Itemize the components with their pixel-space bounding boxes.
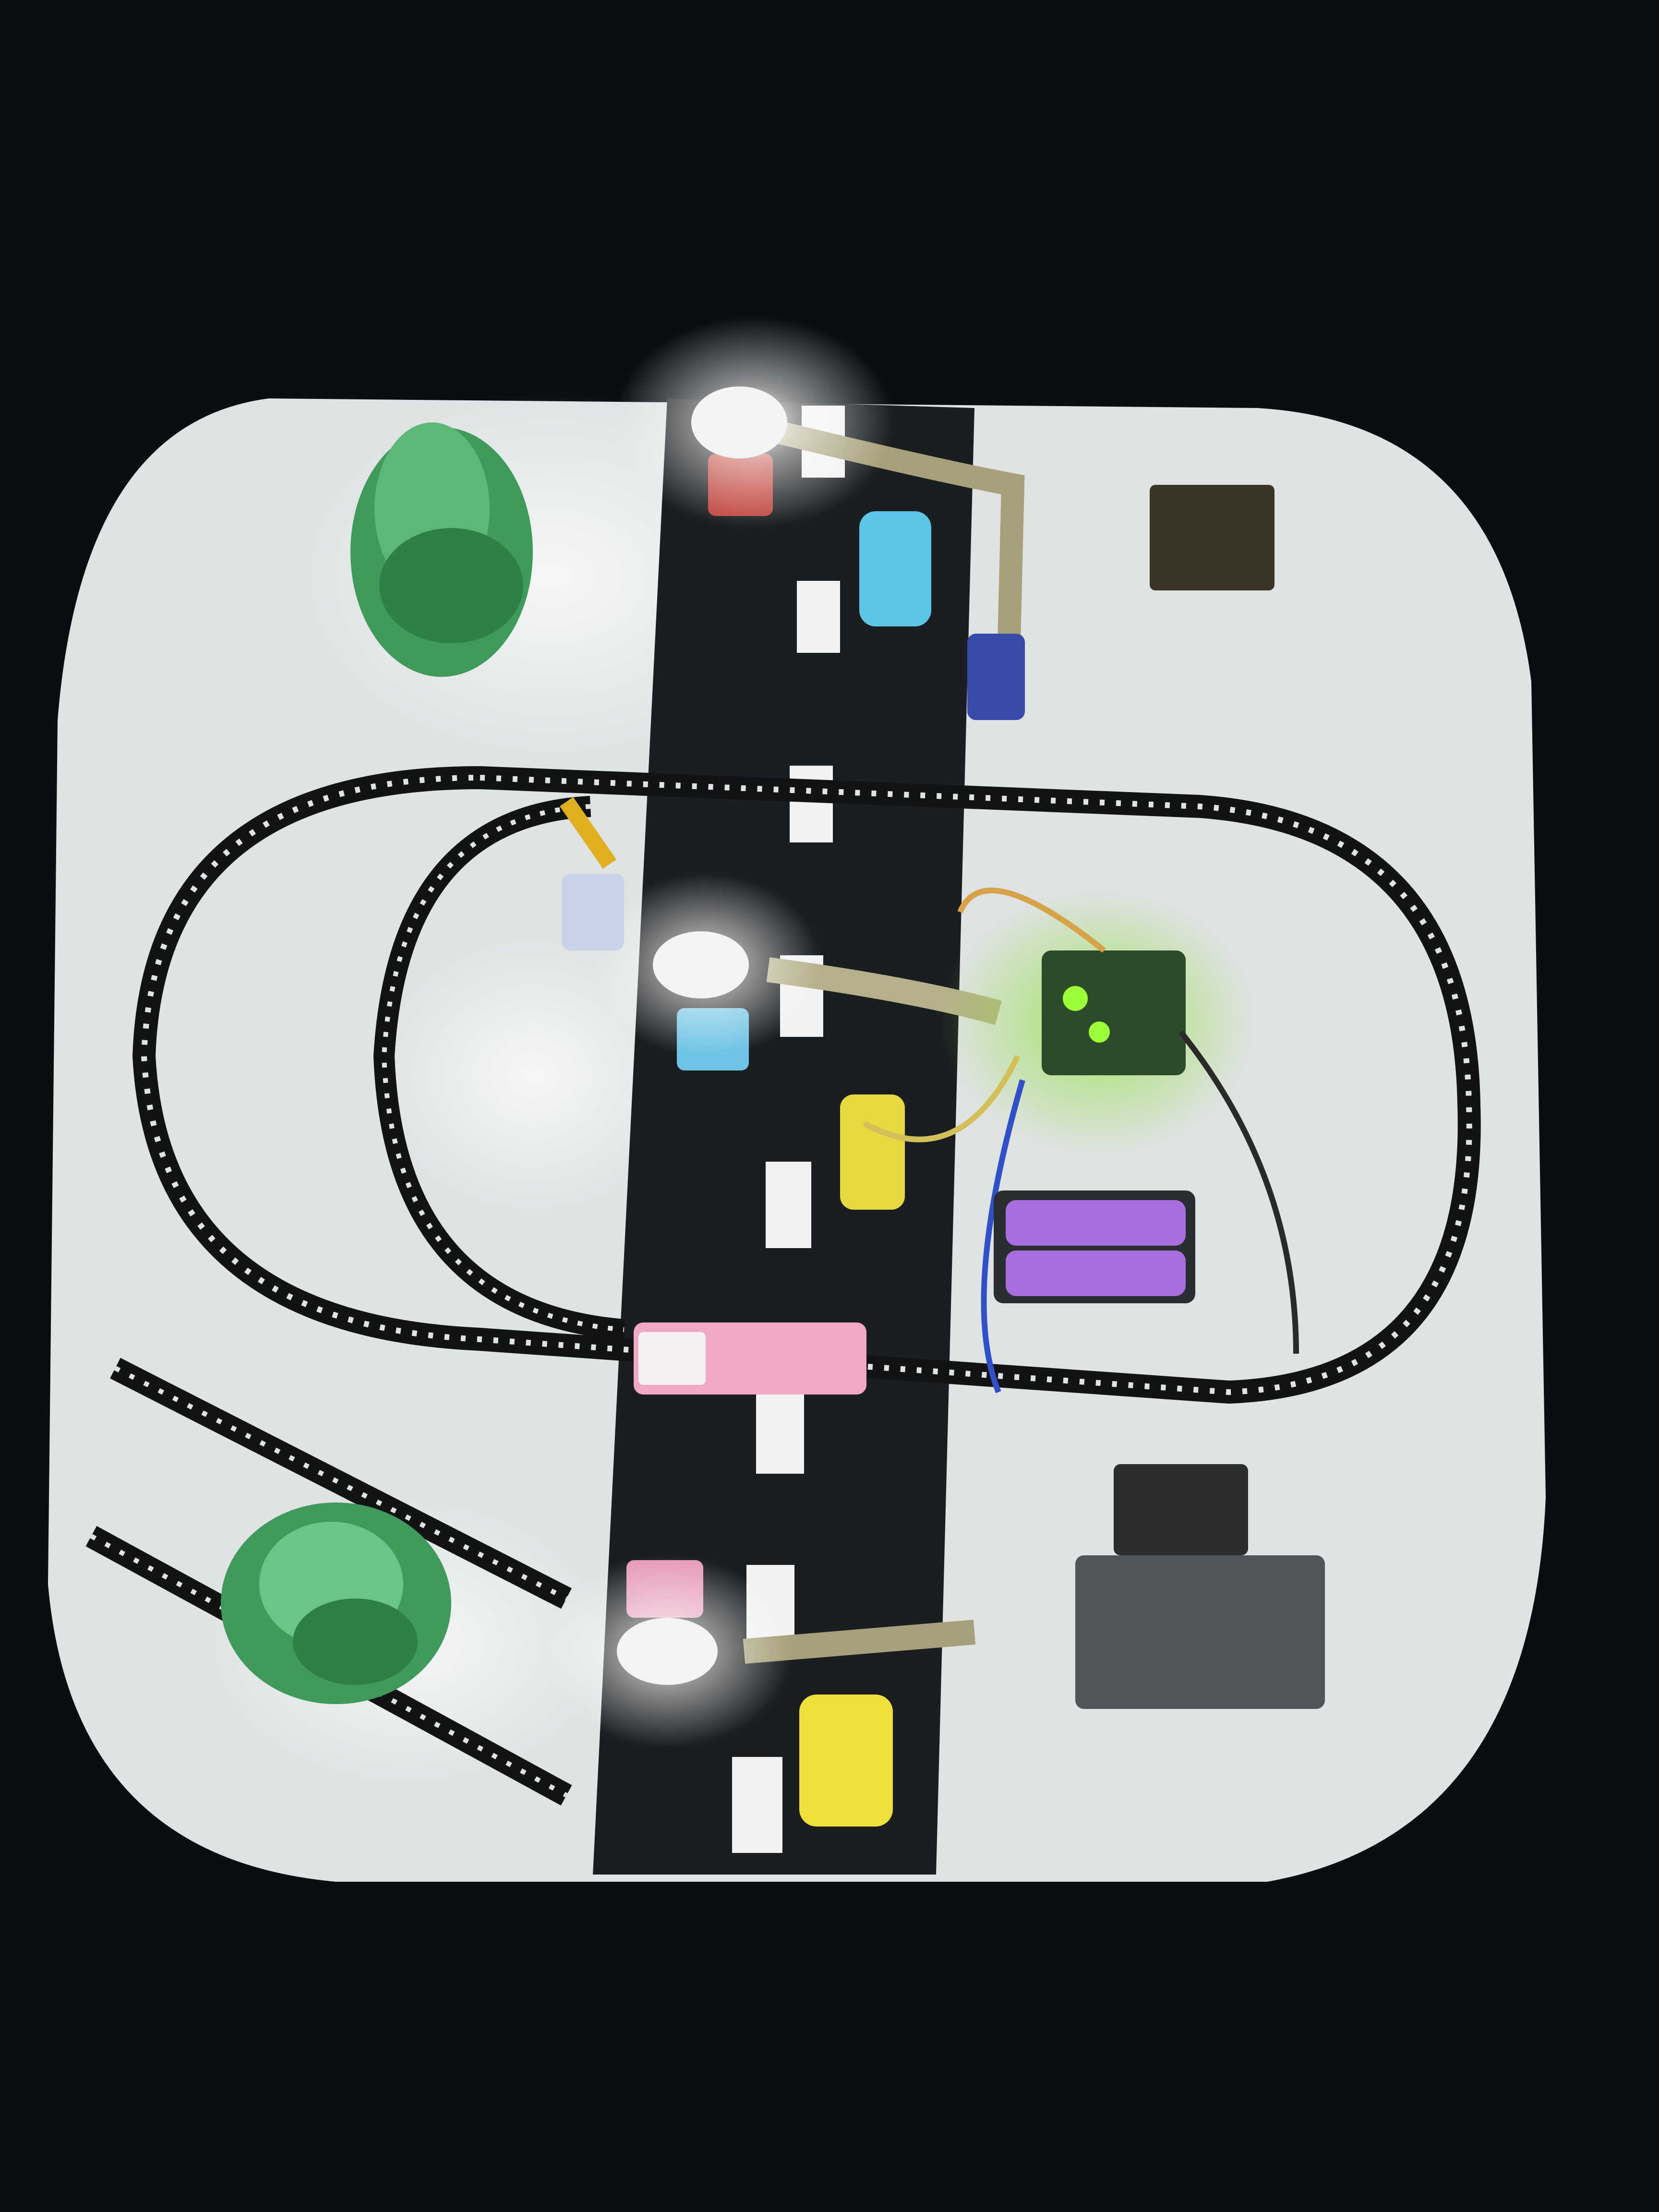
lamp-top: [614, 317, 1025, 682]
battery-pack: [994, 1190, 1195, 1303]
bus-pink: [634, 1322, 866, 1395]
car-yellow-middle: [840, 1094, 905, 1210]
railway-track-outer: [132, 766, 1481, 1404]
lamp-bottom: [542, 1555, 976, 1747]
wires: [863, 888, 1299, 1394]
car-yellow-bottom: [799, 1695, 893, 1827]
railway-track-inner: [373, 796, 625, 1340]
battery-box-top-right: [1150, 485, 1274, 590]
tree-bottom-left: [221, 1503, 451, 1704]
microcontroller-board: [941, 888, 1258, 1157]
crossing-signal: [560, 797, 624, 950]
motor-driver-box: [1075, 1464, 1325, 1709]
car-blue-top: [859, 511, 931, 626]
tree-top-left: [350, 422, 533, 677]
road: [593, 398, 974, 1875]
traffic-signal-top: [967, 634, 1025, 720]
